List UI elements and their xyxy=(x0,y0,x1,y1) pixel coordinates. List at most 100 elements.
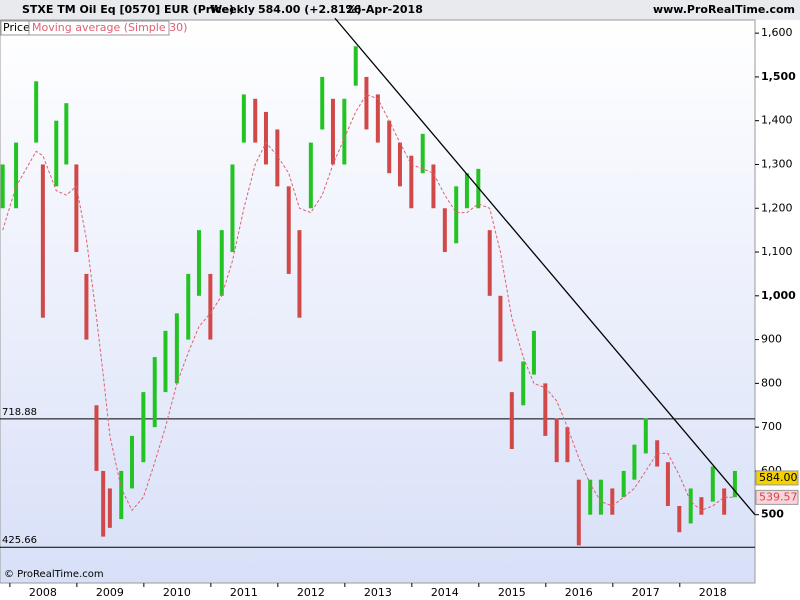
y-tick-label: 1,400 xyxy=(761,114,793,127)
price-bar xyxy=(509,392,514,450)
price-bar xyxy=(442,208,447,253)
x-tick-label: 2009 xyxy=(96,586,124,599)
x-tick-label: 2014 xyxy=(431,586,459,599)
price-bar xyxy=(230,164,235,253)
x-tick-label: 2010 xyxy=(163,586,191,599)
price-bar xyxy=(163,330,168,393)
price-bar xyxy=(598,479,603,515)
price-bar xyxy=(353,46,358,86)
price-tag-label: 584.00 xyxy=(759,471,798,484)
price-bar xyxy=(174,313,179,384)
y-tick-label: 1,100 xyxy=(761,245,793,258)
price-bar xyxy=(107,488,112,528)
x-tick-label: 2008 xyxy=(29,586,57,599)
price-bar xyxy=(152,357,157,428)
price-bar xyxy=(34,81,39,143)
price-bar xyxy=(420,133,425,174)
y-tick-label: 1,000 xyxy=(761,289,796,302)
price-bar xyxy=(74,164,79,253)
price-bar xyxy=(655,440,660,467)
moving-average xyxy=(2,93,735,512)
price-bar xyxy=(84,273,89,340)
price-bar xyxy=(64,103,69,165)
price-bar xyxy=(498,295,503,362)
price-bar xyxy=(387,120,392,174)
date: 26-Apr-2018 xyxy=(346,3,423,16)
x-tick-label: 2011 xyxy=(230,586,258,599)
price-bar xyxy=(576,479,581,546)
price-bar xyxy=(263,111,268,165)
y-tick-label: 500 xyxy=(761,508,784,521)
level-label: 425.66 xyxy=(2,535,37,546)
price-bar xyxy=(487,230,492,296)
price-bar xyxy=(219,230,224,296)
quote: 584.00 (+2.81%) xyxy=(258,3,362,16)
price-bar xyxy=(621,470,626,498)
price-bar xyxy=(710,466,715,502)
y-tick-label: 1,200 xyxy=(761,201,793,214)
price-bar xyxy=(699,497,704,515)
price-bar xyxy=(54,120,59,187)
price-bar xyxy=(342,98,347,165)
price-bar xyxy=(129,435,134,489)
price-bar xyxy=(40,164,45,318)
y-tick-label: 1,500 xyxy=(761,70,796,83)
price-tag xyxy=(755,489,799,505)
price-bar xyxy=(531,330,536,375)
price-bar xyxy=(196,230,201,296)
x-tick-label: 2018 xyxy=(699,586,727,599)
price-bar xyxy=(554,418,559,463)
period: Weekly xyxy=(210,3,255,16)
price-bar xyxy=(101,470,106,537)
price-bar xyxy=(320,76,325,130)
price-bar xyxy=(688,488,693,524)
price-bar xyxy=(464,173,469,209)
price-bar xyxy=(14,142,19,209)
price-bar xyxy=(186,273,191,340)
legend-ma: Moving average (Simple 30) xyxy=(32,21,187,34)
instrument: STXE TM Oil Eq [0570] EUR (Price) xyxy=(22,3,234,16)
price-tag xyxy=(755,470,799,486)
y-tick-label: 1,600 xyxy=(761,26,793,39)
y-tick-label: 1,300 xyxy=(761,157,793,170)
price-bar xyxy=(141,392,146,463)
legend-box xyxy=(28,20,170,36)
header-bar xyxy=(0,0,800,20)
price-bar xyxy=(297,230,302,318)
price-bar xyxy=(565,427,570,463)
y-tick-label: 700 xyxy=(761,420,782,433)
price-bar xyxy=(722,488,727,515)
price-bar xyxy=(397,142,402,187)
price-bar xyxy=(0,164,5,209)
x-tick-label: 2016 xyxy=(565,586,593,599)
price-tag-label: 539.57 xyxy=(759,490,798,503)
price-bar xyxy=(677,505,682,533)
price-bar xyxy=(330,98,335,165)
site: www.ProRealTime.com xyxy=(653,3,795,16)
price-bar xyxy=(94,405,99,471)
price-bar xyxy=(119,470,124,520)
level-label: 718.88 xyxy=(2,407,37,418)
price-bar xyxy=(732,470,737,498)
legend-price: Price xyxy=(3,21,30,34)
price-bar xyxy=(610,488,615,515)
price-bar xyxy=(431,164,436,209)
price-bar xyxy=(208,273,213,340)
price-bar xyxy=(643,418,648,454)
price-bar xyxy=(521,361,526,406)
price-bar xyxy=(375,94,380,143)
price-bar xyxy=(543,383,548,436)
price-bar xyxy=(665,462,670,506)
x-tick-label: 2013 xyxy=(364,586,392,599)
trendline xyxy=(334,17,756,516)
copyright: © ProRealTime.com xyxy=(4,569,104,580)
price-bar xyxy=(409,155,414,209)
y-tick-label: 900 xyxy=(761,333,782,346)
price-bar xyxy=(632,444,637,480)
x-tick-label: 2017 xyxy=(632,586,660,599)
price-bar xyxy=(286,186,291,274)
price-bar xyxy=(308,142,313,209)
price-bar xyxy=(588,479,593,515)
price-bar xyxy=(454,186,459,244)
